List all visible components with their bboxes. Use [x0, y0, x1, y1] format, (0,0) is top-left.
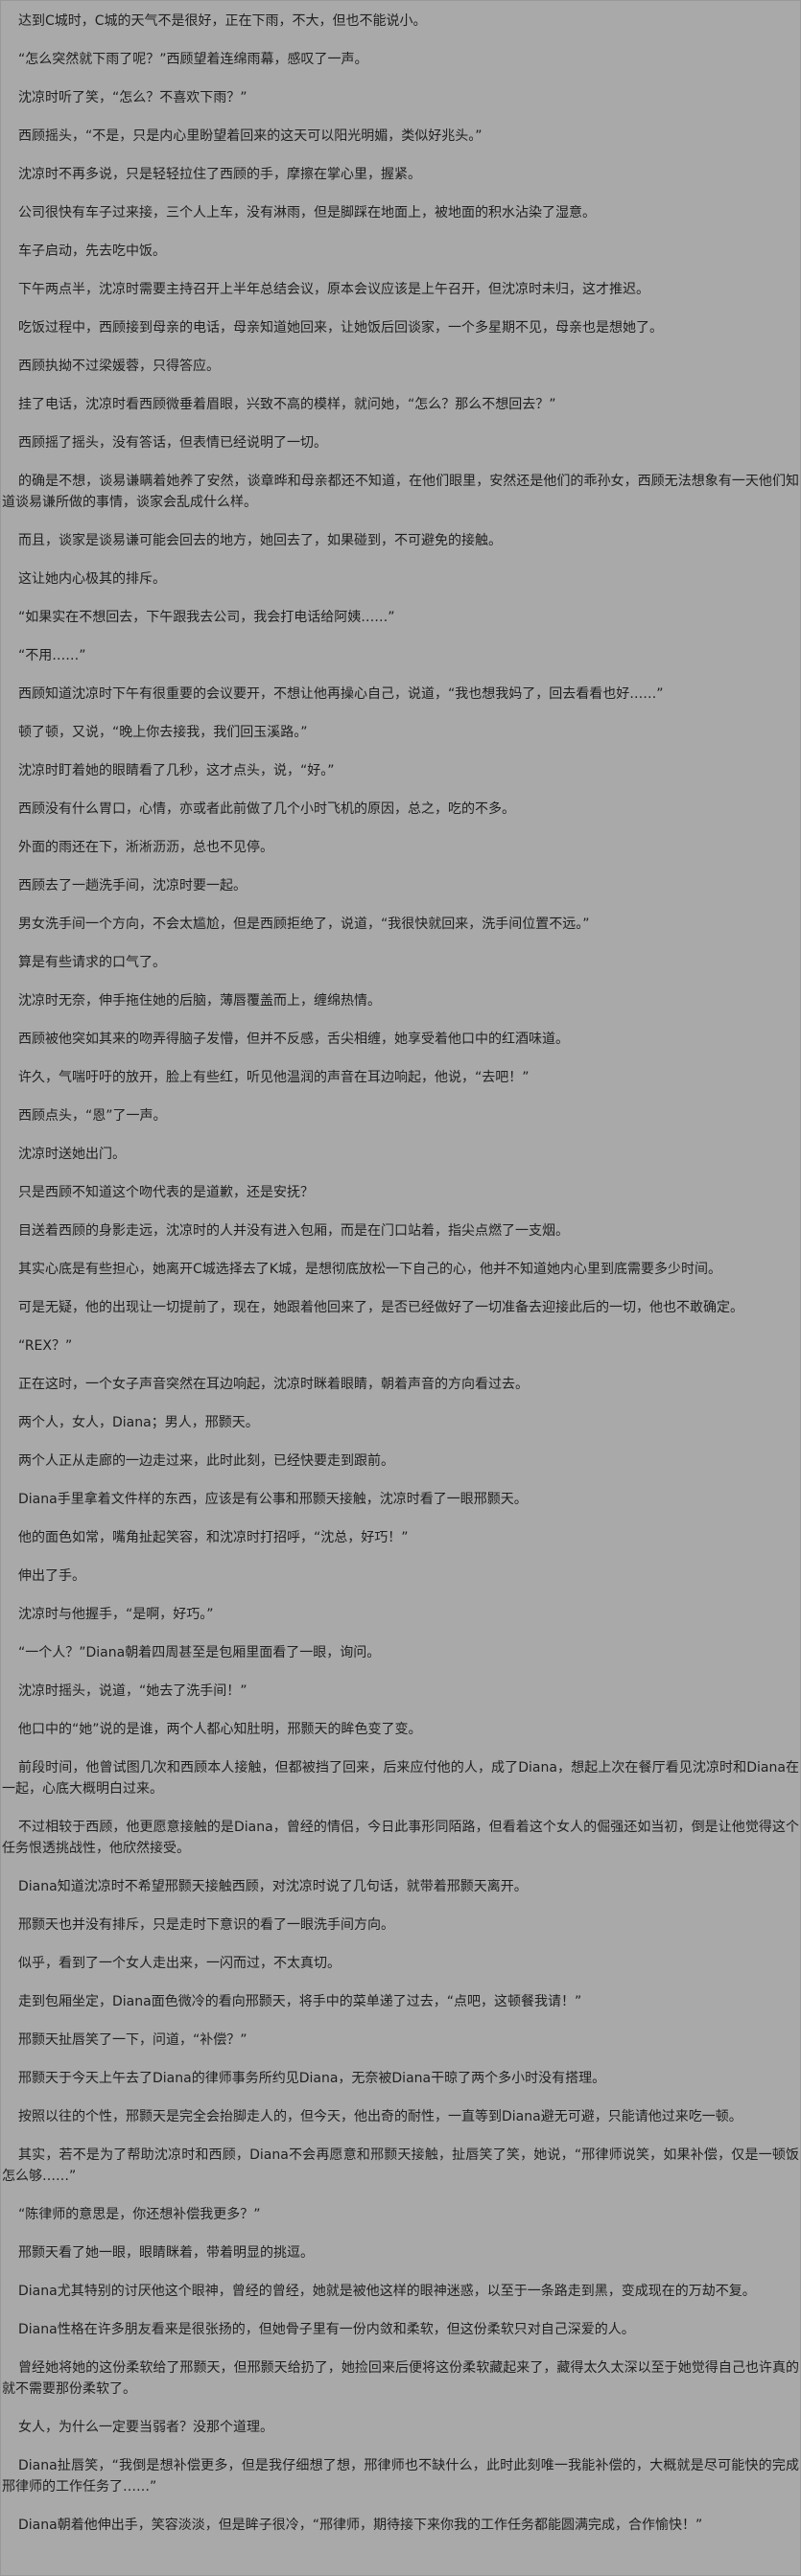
- paragraph: 西顾没有什么胃口，心情，亦或者此前做了几个小时飞机的原因，总之，吃的不多。: [18, 801, 515, 817]
- paragraph: 只是西顾不知道这个吻代表的是道歉，还是安抚？: [18, 1185, 314, 1200]
- paragraph: 目送着西顾的身影走远，沈凉时的人并没有进入包厢，而是在门口站着，指尖点燃了一支烟…: [18, 1223, 569, 1239]
- paragraph: 达到C城时，C城的天气不是很好，正在下雨，不大，但也不能说小。: [18, 13, 427, 29]
- paragraph: 沈凉时与他握手，“是啊，好巧。”: [18, 1607, 214, 1622]
- paragraph: “如果实在不想回去，下午跟我去公司，我会打电话给阿姨……”: [18, 610, 395, 625]
- paragraph: “陈律师的意思是，你还想补偿我更多？”: [18, 2207, 261, 2222]
- paragraph: 似乎，看到了一个女人走出来，一闪而过，不太真切。: [18, 1956, 341, 1971]
- paragraph: 其实，若不是为了帮助沈凉时和西顾，Diana不会再愿意和邢颢天接触，扯唇笑了笑，…: [2, 2147, 799, 2184]
- paragraph: 顿了顿，又说，“晚上你去接我，我们回玉溪路。”: [18, 725, 308, 740]
- paragraph: 算是有些请求的口气了。: [18, 955, 166, 970]
- paragraph: 邢颢天于今天上午去了Diana的律师事务所约见Diana，无奈被Diana干晾了…: [18, 2071, 606, 2086]
- paragraph: 走到包厢坐定，Diana面色微冷的看向邢颢天，将手中的菜单递了过去，“点吧，这顿…: [18, 1994, 582, 2009]
- paragraph: 两个人，女人，Diana；男人，邢颢天。: [18, 1415, 259, 1430]
- paragraph: 沈凉时无奈，伸手拖住她的后脑，薄唇覆盖而上，缠绵热情。: [18, 993, 381, 1009]
- paragraph: 按照以往的个性，邢颢天是完全会抬脚走人的，但今天，他出奇的耐性，一直等到Dian…: [18, 2109, 742, 2124]
- paragraph: 的确是不想，谈易谦瞒着她养了安然，谈章晔和母亲都还不知道，在他们眼里，安然还是他…: [2, 474, 799, 510]
- paragraph: Diana手里拿着文件样的东西，应该是有公事和邢颢天接触，沈凉时看了一眼邢颢天。: [18, 1492, 528, 1507]
- paragraph: 外面的雨还在下，淅淅沥沥，总也不见停。: [18, 840, 273, 855]
- paragraph: 邢颢天看了她一眼，眼睛眯着，带着明显的挑逗。: [18, 2245, 314, 2261]
- paragraph: “怎么突然就下雨了呢？”西顾望着连绵雨幕，感叹了一声。: [18, 52, 368, 67]
- paragraph: 不过相较于西顾，他更愿意接触的是Diana，曾经的情侣，今日此事形同陌路，但看着…: [2, 1820, 799, 1856]
- paragraph: 挂了电话，沈凉时看西顾微垂着眉眼，兴致不高的模样，就问她，“怎么？那么不想回去？…: [18, 397, 556, 412]
- paragraph: 沈凉时摇头，说道，“她去了洗手间！”: [18, 1683, 247, 1699]
- paragraph: Diana性格在许多朋友看来是很张扬的，但她骨子里有一份内敛和柔软，但这份柔软只…: [18, 2322, 635, 2337]
- paragraph: 沈凉时不再多说，只是轻轻拉住了西顾的手，摩擦在掌心里，握紧。: [18, 167, 421, 182]
- paragraph: 西顾点头，“恩”了一声。: [18, 1108, 167, 1124]
- paragraph: 他的面色如常，嘴角扯起笑容，和沈凉时打招呼，“沈总，好巧！”: [18, 1530, 409, 1545]
- paragraph: 西顾去了一趟洗手间，沈凉时要一起。: [18, 878, 247, 893]
- paragraph: “不用……”: [18, 648, 86, 663]
- paragraph: 邢颢天也并没有排斥，只是走时下意识的看了一眼洗手间方向。: [18, 1917, 394, 1933]
- paragraph: 车子启动，先去吃中饭。: [18, 244, 166, 259]
- paragraph: 正在这时，一个女子声音突然在耳边响起，沈凉时眯着眼睛，朝着声音的方向看过去。: [18, 1377, 529, 1392]
- novel-text: 达到C城时，C城的天气不是很好，正在下雨，不大，但也不能说小。 “怎么突然就下雨了…: [2, 11, 799, 2536]
- paragraph: 曾经她将她的这份柔软给了邢颢天，但邢颢天给扔了，她捡回来后便将这份柔软藏起来了，…: [2, 2360, 799, 2397]
- paragraph: 可是无疑，他的出现让一切提前了，现在，她跟着他回来了，是否已经做好了一切准备去迎…: [18, 1300, 743, 1315]
- paragraph: “REX？”: [18, 1338, 73, 1354]
- paragraph: Diana扯唇笑，“我倒是想补偿更多，但是我仔细想了想，邢律师也不缺什么，此时此…: [2, 2458, 799, 2495]
- paragraph: Diana知道沈凉时不希望邢颢天接触西顾，对沈凉时说了几句话，就带着邢颢天离开。: [18, 1879, 528, 1894]
- paragraph: 西顾被他突如其来的吻弄得脑子发懵，但并不反感，舌尖相缠，她享受着他口中的红酒味道…: [18, 1032, 569, 1047]
- paragraph: 下午两点半，沈凉时需要主持召开上半年总结会议，原本会议应该是上午召开，但沈凉时未…: [18, 282, 649, 297]
- paragraph: 而且，谈家是谈易谦可能会回去的地方，她回去了，如果碰到，不可避免的接触。: [18, 533, 502, 548]
- paragraph: 沈凉时听了笑，“怎么？不喜欢下雨？”: [18, 90, 247, 105]
- paragraph: 两个人正从走廊的一边走过来，此时此刻，已经快要走到跟前。: [18, 1453, 394, 1469]
- paragraph: 沈凉时盯着她的眼睛看了几秒，这才点头，说，“好。”: [18, 763, 335, 778]
- paragraph: 女人，为什么一定要当弱者？没那个道理。: [18, 2420, 273, 2435]
- paragraph: Diana朝着他伸出手，笑容淡淡，但是眸子很冷，“邢律师，期待接下来你我的工作任…: [18, 2518, 703, 2533]
- paragraph: 许久，气喘吁吁的放开，脸上有些红，听见他温润的声音在耳边响起，他说，“去吧！”: [18, 1070, 530, 1085]
- paragraph: 西顾摇头，“不是，只是内心里盼望着回来的这天可以阳光明媚，类似好兆头。”: [18, 128, 483, 144]
- paragraph: 西顾摇了摇头，没有答话，但表情已经说明了一切。: [18, 435, 327, 451]
- paragraph: 邢颢天扯唇笑了一下，问道，“补偿？”: [18, 2032, 247, 2048]
- paragraph: 吃饭过程中，西顾接到母亲的电话，母亲知道她回来，让她饭后回谈家，一个多星期不见，…: [18, 320, 663, 336]
- paragraph: 沈凉时送她出门。: [18, 1147, 126, 1162]
- paragraph: 其实心底是有些担心，她离开C城选择去了K城，是想彻底放松一下自己的心，他并不知道…: [18, 1262, 721, 1277]
- paragraph: 公司很快有车子过来接，三个人上车，没有淋雨，但是脚踩在地面上，被地面的积水沾染了…: [18, 205, 596, 220]
- paragraph: 西顾执拗不过梁媛蓉，只得答应。: [18, 359, 220, 374]
- paragraph: 西顾知道沈凉时下午有很重要的会议要开，不想让他再操心自己，说道，“我也想我妈了，…: [18, 686, 664, 702]
- paragraph: 他口中的“她”说的是谁，两个人都心知肚明，邢颢天的眸色变了变。: [18, 1722, 422, 1737]
- paragraph: 伸出了手。: [18, 1568, 85, 1584]
- paragraph: 这让她内心极其的排斥。: [18, 571, 166, 587]
- paragraph: 男女洗手间一个方向，不会太尴尬，但是西顾拒绝了，说道，“我很快就回来，洗手间位置…: [18, 917, 590, 932]
- paragraph: Diana尤其特别的讨厌他这个眼神，曾经的曾经，她就是被他这样的眼神迷惑，以至于…: [18, 2284, 756, 2299]
- paragraph: “一个人？”Diana朝着四周甚至是包厢里面看了一眼，询问。: [18, 1645, 381, 1660]
- paragraph: 前段时间，他曾试图几次和西顾本人接触，但都被挡了回来，后来应付他的人，成了Dia…: [2, 1760, 799, 1797]
